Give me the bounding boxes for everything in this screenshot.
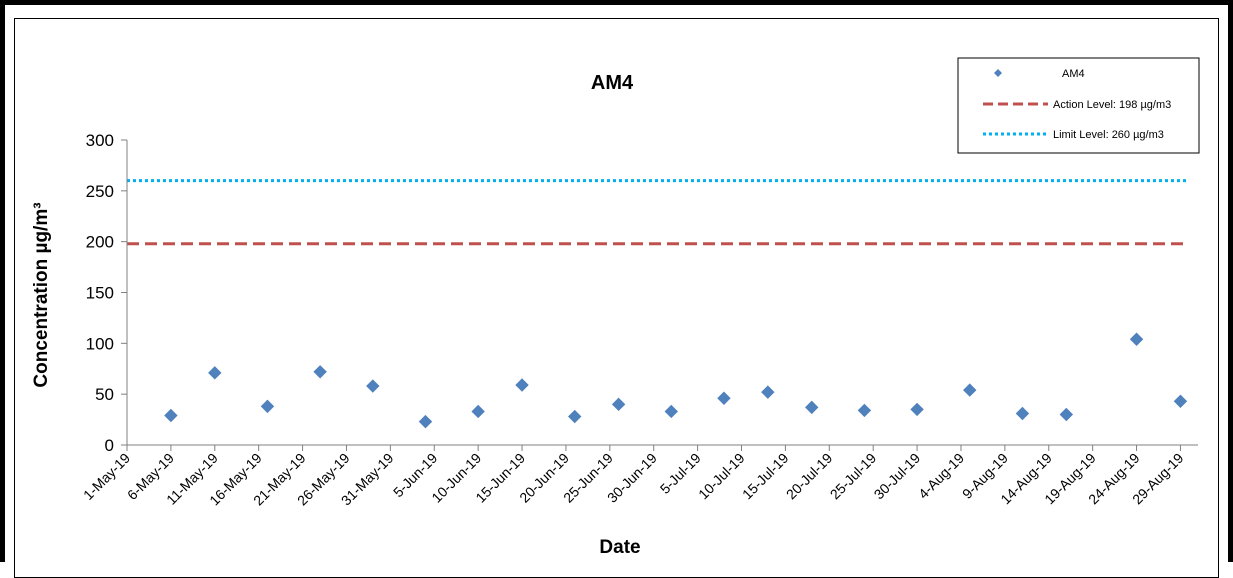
legend-marker-am4 (994, 69, 1002, 77)
legend-label-action: Action Level: 198 µg/m3 (1053, 99, 1171, 111)
legend-label-limit: Limit Level: 260 µg/m3 (1053, 129, 1164, 141)
data-point (366, 379, 380, 393)
data-point (910, 402, 924, 417)
scatter-chart: AM4 Concentration µg/m³ Date 0 50 100 150 20… (31, 57, 1200, 558)
legend: AM4 Action Level: 198 µg/m3 Limit Level: 2… (957, 57, 1200, 154)
y-axis-title: Concentration µg/m³ (31, 202, 52, 387)
data-point (418, 414, 433, 429)
data-point (515, 378, 529, 392)
legend-label-am4: AM4 (1062, 68, 1085, 80)
data-point (164, 408, 178, 423)
data-points (164, 332, 1188, 429)
x-tick-label: 25-Jul-19 (827, 450, 880, 503)
data-point (664, 404, 678, 419)
data-point (761, 385, 775, 399)
data-point (1015, 406, 1030, 421)
data-point (208, 366, 222, 380)
x-tick-label: 10-Jul-19 (695, 450, 748, 503)
y-tick-label: 50 (95, 385, 114, 404)
data-point (471, 404, 485, 419)
x-tick-label: 1-May-19 (80, 450, 133, 503)
data-point (1173, 394, 1188, 408)
data-point (805, 400, 819, 415)
data-point (611, 397, 626, 412)
data-point (857, 403, 872, 418)
data-point (717, 391, 731, 405)
data-point (313, 365, 327, 379)
x-tick-label: 30-Jul-19 (871, 450, 924, 503)
y-tick-label: 300 (86, 131, 114, 150)
x-axis-title: Date (599, 537, 640, 558)
data-point (1129, 332, 1144, 346)
x-tick-label: 4-Aug-19 (915, 450, 967, 502)
chart-outer-frame (0, 0, 1233, 562)
y-tick-label: 250 (86, 182, 114, 201)
data-point (1059, 407, 1074, 422)
data-point (568, 409, 582, 424)
x-tick-label: 20-Jul-19 (783, 450, 836, 503)
axes (126, 140, 1198, 446)
data-point (963, 383, 977, 397)
x-axis-ticks: 1-May-196-May-1911-May-1916-May-1921-May… (80, 445, 1187, 508)
y-axis-ticks: 0 50 100 150 200 250 300 (86, 131, 127, 455)
reference-lines (127, 179, 1188, 246)
y-tick-label: 100 (86, 334, 114, 353)
y-tick-label: 200 (86, 233, 114, 252)
x-tick-label: 15-Jul-19 (739, 450, 792, 503)
chart-title: AM4 (591, 72, 634, 94)
y-tick-label: 0 (105, 436, 114, 455)
y-tick-label: 150 (86, 284, 114, 303)
data-point (260, 399, 275, 414)
